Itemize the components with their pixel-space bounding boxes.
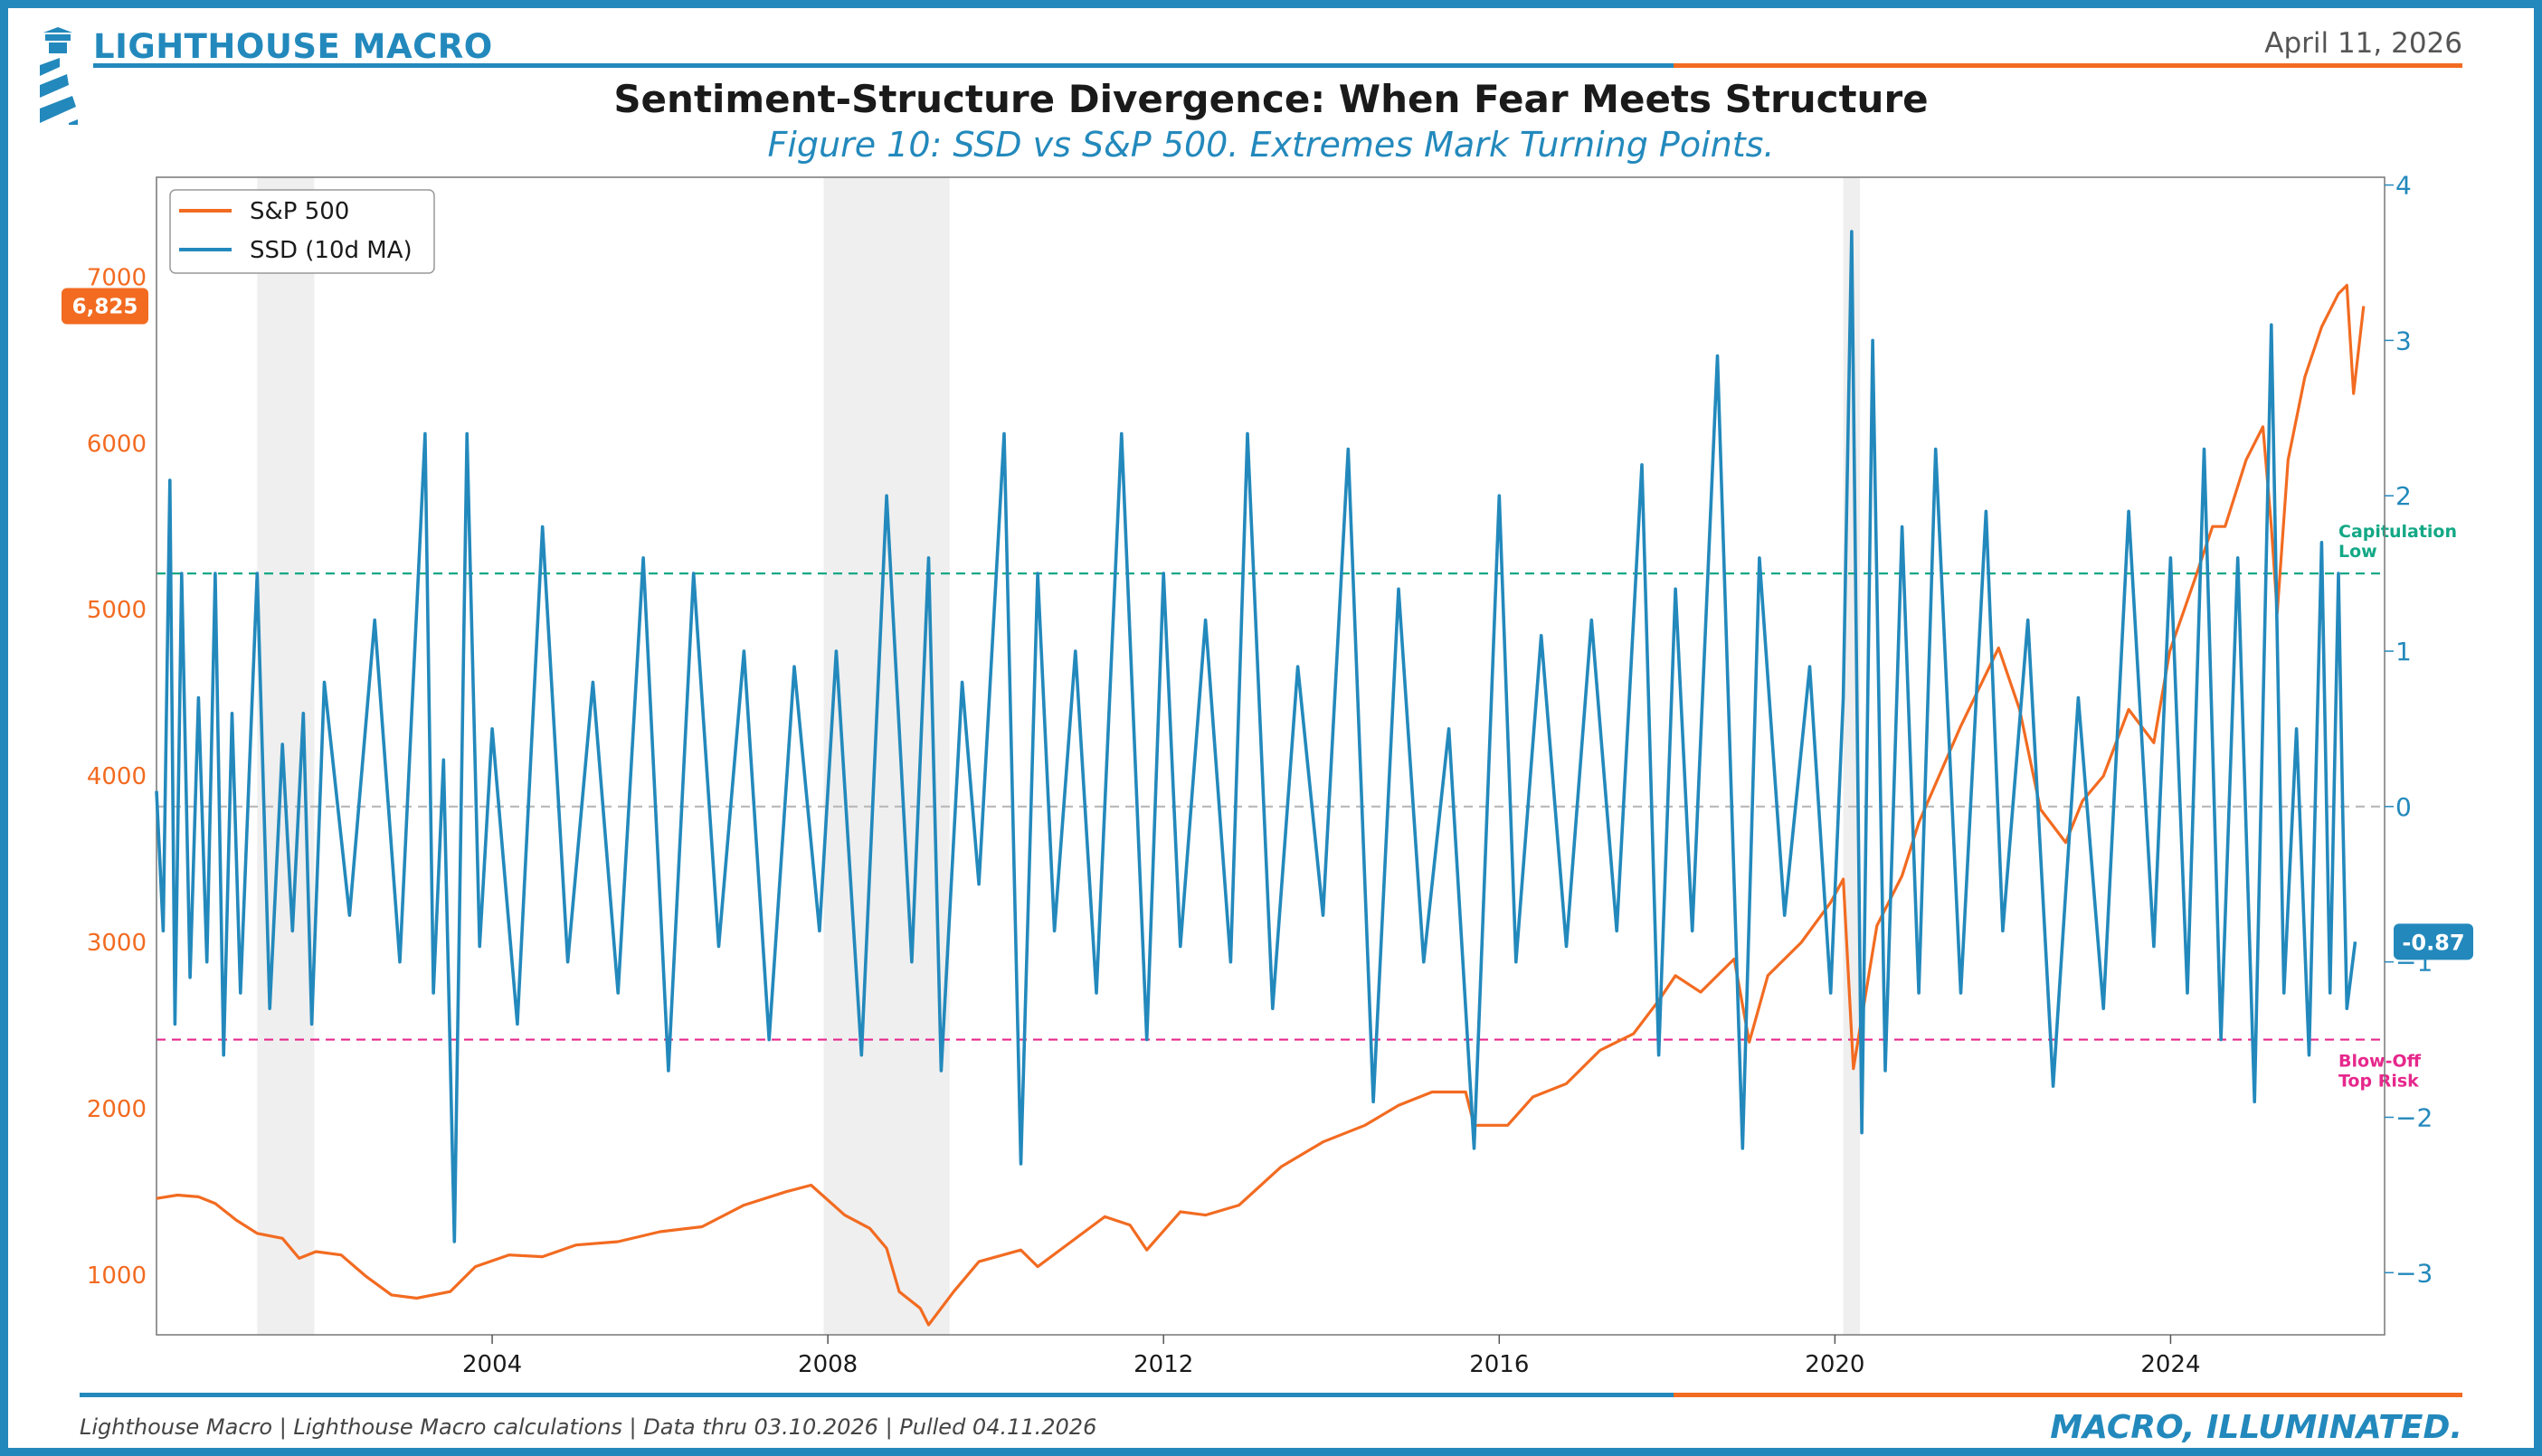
reference-label-0: Capitulation Low	[2338, 522, 2457, 562]
recession-shade-1	[823, 177, 950, 1335]
right-tick-label: −3	[2395, 1258, 2433, 1288]
right-tick-label: −2	[2395, 1102, 2433, 1132]
x-tick-label: 2024	[2140, 1351, 2200, 1378]
left-tick-label: 5000	[87, 597, 147, 624]
lighthouse-logo-icon	[40, 27, 78, 125]
x-tick-label: 2008	[798, 1351, 858, 1378]
reference-label-1: Blow-Off Top Risk	[2338, 1052, 2422, 1092]
header-rule-blue	[93, 63, 1674, 68]
right-tick-label: 3	[2395, 326, 2412, 355]
left-tick-label: 6000	[87, 430, 147, 458]
ssd-line	[155, 230, 2357, 1243]
legend-box	[169, 189, 435, 274]
brand-name: LIGHTHOUSE MACRO	[93, 27, 493, 66]
right-tick-label: 1	[2395, 637, 2412, 667]
right-tick-label: 0	[2395, 792, 2412, 822]
report-date: April 11, 2026	[2264, 27, 2462, 60]
left-tick-label: 2000	[87, 1096, 147, 1123]
sp500-line	[156, 283, 2366, 1327]
sp500-last-value: 6,825	[72, 296, 138, 319]
sp500-last-badge	[62, 288, 148, 325]
x-tick-label: 2004	[462, 1351, 522, 1378]
x-tick-label: 2016	[1469, 1351, 1529, 1378]
legend-label: S&P 500	[250, 198, 349, 225]
footer-rule-blue	[80, 1393, 1674, 1397]
left-tick-label: 7000	[87, 264, 147, 291]
header-rule-orange	[1674, 63, 2462, 68]
legend-label: SSD (10d MA)	[250, 237, 413, 264]
x-tick-label: 2020	[1805, 1351, 1864, 1378]
x-tick-label: 2012	[1133, 1351, 1193, 1378]
right-tick-label: 4	[2395, 171, 2412, 201]
chart-title: Sentiment-Structure Divergence: When Fea…	[613, 77, 1929, 121]
chart-subtitle: Figure 10: SSD vs S&P 500. Extremes Mark…	[767, 125, 1775, 165]
left-tick-label: 1000	[87, 1262, 147, 1290]
left-tick-label: 4000	[87, 763, 147, 790]
source-note: Lighthouse Macro | Lighthouse Macro calc…	[80, 1414, 1097, 1440]
ssd-last-badge	[2394, 923, 2473, 960]
tagline: MACRO, ILLUMINATED.	[2050, 1409, 2462, 1446]
right-tick-label: 2	[2395, 481, 2412, 511]
ssd-last-value: -0.87	[2402, 930, 2464, 955]
left-tick-label: 3000	[87, 930, 147, 957]
plot-area	[156, 176, 2385, 1336]
footer-rule-orange	[1674, 1393, 2462, 1397]
